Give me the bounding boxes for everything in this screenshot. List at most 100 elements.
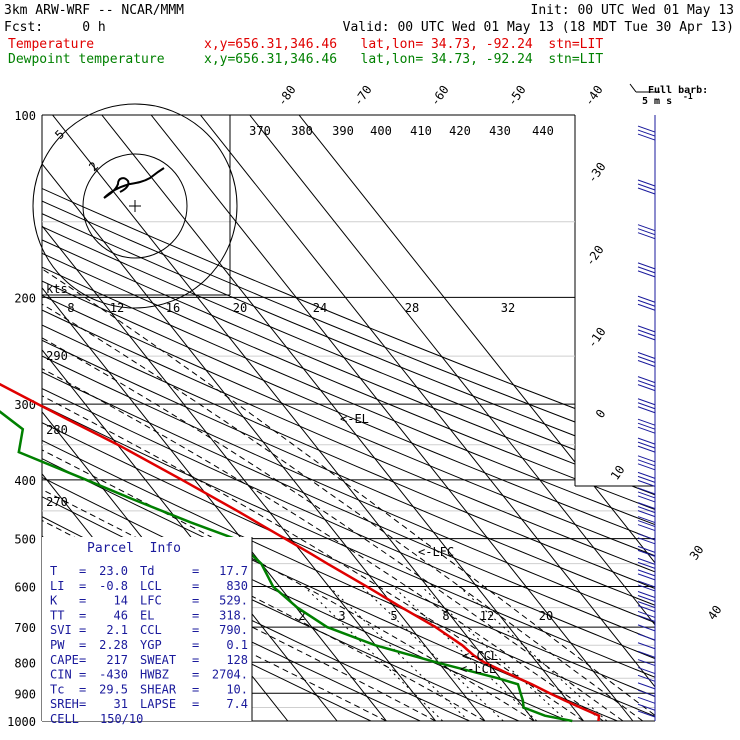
parcel-info-cell: 217	[106, 653, 128, 667]
mixing-ratio-label: 20	[539, 609, 553, 623]
pressure-tick-label: 500	[14, 533, 36, 547]
wind-barb	[637, 696, 656, 704]
parcel-equals: =	[79, 579, 86, 593]
wind-barb	[637, 262, 656, 270]
wind-barb	[637, 187, 656, 195]
dry-adiabat-line	[42, 115, 655, 721]
moist-adiabat-line	[42, 221, 604, 721]
parcel-equals: =	[192, 653, 199, 667]
wind-barb	[637, 270, 656, 278]
parcel-info-cell: 0.1	[226, 638, 248, 652]
mixing-ratio-label: 8	[442, 609, 449, 623]
parcel-equals: =	[79, 638, 86, 652]
moist-adiabat-line	[42, 221, 655, 721]
hodograph-ring-label: 5	[52, 127, 67, 142]
wind-barb	[637, 595, 656, 602]
parcel-equals: =	[192, 638, 199, 652]
skewed-temp-label: 30	[687, 543, 707, 563]
skewed-temp-label: -40	[582, 83, 606, 109]
dry-adiabat-line	[42, 115, 655, 721]
dry-adiabat-label: 280	[46, 423, 68, 437]
parcel-equals: =	[192, 579, 199, 593]
hodograph-speed-label: 28	[405, 301, 419, 315]
parcel-equals: =	[79, 608, 86, 622]
wind-barb	[637, 475, 656, 483]
wind-barb	[637, 360, 656, 367]
dry-adiabat-line	[42, 115, 655, 721]
skewed-temp-label: -80	[275, 83, 299, 109]
hodograph-units: kts	[46, 282, 68, 296]
wind-barb	[637, 402, 656, 410]
wind-barb	[637, 352, 656, 359]
wind-barb	[637, 510, 656, 518]
wind-barb	[637, 610, 656, 618]
skewed-temp-label: -70	[351, 83, 375, 109]
hodograph: kts 8 12 16 20 24 28 32 5 2	[32, 103, 515, 315]
wind-barb	[637, 502, 656, 510]
wind-barb	[637, 228, 656, 236]
wind-barb	[637, 487, 656, 495]
pressure-tick-label: 600	[14, 581, 36, 595]
wind-barb	[637, 463, 656, 471]
dry-adiabat-line	[42, 115, 655, 721]
parcel-info-cell: CCL	[140, 623, 162, 637]
dewpoint-legend: Dewpoint temperature	[8, 52, 165, 67]
temperature-location: x,y=656.31,346.46 lat,lon= 34.73, -92.24…	[204, 37, 603, 52]
dry-adiabat-line	[42, 115, 655, 721]
parcel-equals: =	[192, 623, 199, 637]
wind-barb	[637, 601, 656, 609]
wind-barb	[637, 703, 656, 711]
hodograph-speed-label: 16	[166, 301, 180, 315]
wind-barb	[637, 584, 656, 592]
hodograph-speed-label: 24	[313, 301, 327, 315]
parcel-info-cell: Tc	[50, 682, 64, 696]
theta-label: 400	[370, 124, 392, 138]
isotherm-line	[150, 115, 634, 721]
wind-barb	[637, 506, 656, 514]
isotherm-line	[249, 115, 655, 721]
wind-barb	[637, 573, 656, 581]
pressure-tick-label: 800	[14, 656, 36, 670]
wind-barb	[637, 689, 656, 697]
skewed-temp-label: -60	[428, 83, 452, 109]
barb-key-exponent: -1	[683, 92, 693, 101]
wind-barb	[637, 295, 656, 303]
parcel-info-cell: 29.5	[99, 682, 128, 696]
wind-barb	[637, 471, 656, 479]
parcel-info-cell: 7.4	[226, 697, 248, 711]
theta-label: 420	[449, 124, 471, 138]
barb-key-line1: Full barb:	[648, 85, 708, 96]
skewed-temp-label: -10	[585, 325, 609, 351]
parcel-info-cell: 2.1	[106, 623, 128, 637]
parcel-equals: =	[79, 594, 86, 608]
wind-barb	[637, 659, 656, 667]
hodograph-speed-label: 8	[67, 301, 74, 315]
parcel-info-cell: 2704.	[212, 668, 248, 682]
dry-adiabat-label: 270	[46, 495, 68, 509]
parcel-info-cell: 14	[114, 594, 128, 608]
theta-label: 370	[249, 124, 271, 138]
parcel-info-cell: HWBZ	[140, 668, 169, 682]
parcel-info-cell: -430	[99, 668, 128, 682]
parcel-info-cell: 150/10	[100, 712, 143, 726]
theta-label: 380	[291, 124, 313, 138]
pressure-tick-label: 100	[14, 109, 36, 123]
wind-barb	[637, 682, 656, 690]
wind-barb	[637, 129, 656, 137]
wind-barb	[637, 667, 656, 675]
parcel-info-cell: K	[50, 594, 58, 608]
wind-barb	[637, 422, 656, 430]
skewed-temp-label: 10	[608, 463, 628, 483]
parcel-equals: =	[79, 697, 86, 711]
theta-label: 390	[332, 124, 354, 138]
parcel-equals: =	[192, 697, 199, 711]
parcel-equals: =	[192, 564, 199, 578]
theta-label: 410	[410, 124, 432, 138]
pressure-tick-label: 900	[14, 687, 36, 701]
theta-label: 440	[532, 124, 554, 138]
pressure-tick-label: 400	[14, 474, 36, 488]
parcel-info-cell: SREH	[50, 697, 79, 711]
wind-barb	[637, 545, 656, 553]
sounding-profiles	[0, 382, 601, 723]
